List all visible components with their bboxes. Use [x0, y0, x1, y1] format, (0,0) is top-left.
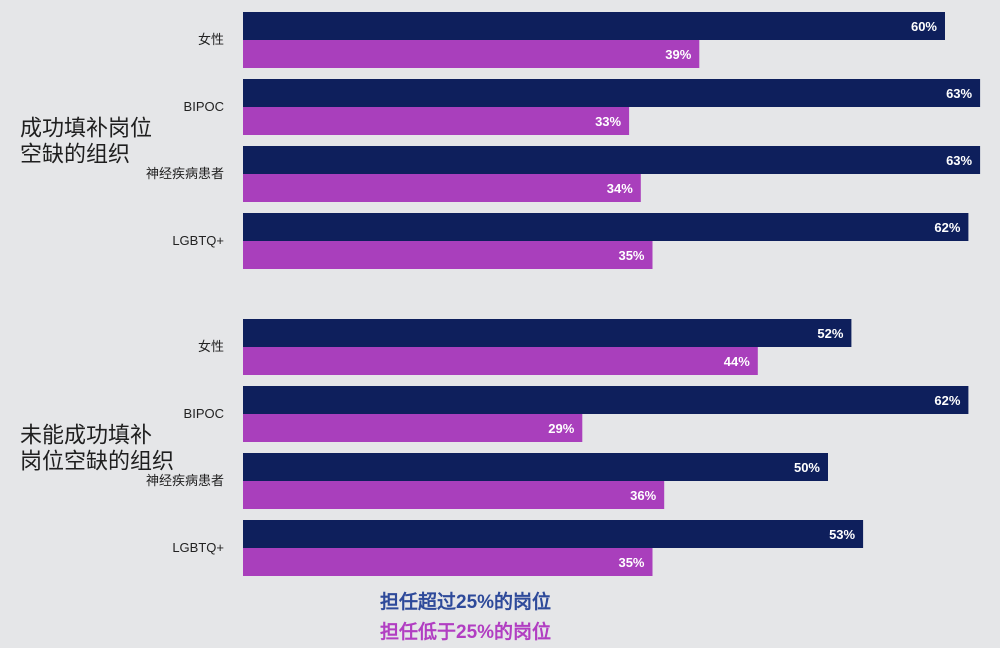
group-title-line: 岗位空缺的组织	[20, 449, 174, 474]
data-label: 63%	[946, 153, 972, 168]
data-label: 35%	[618, 248, 644, 263]
data-label: 50%	[794, 460, 820, 475]
data-label: 62%	[934, 393, 960, 408]
legend: 担任超过25%的岗位 担任低于25%的岗位	[380, 590, 551, 643]
category-label: 女性	[198, 339, 224, 354]
bar-below-25	[243, 347, 758, 375]
bar-below-25	[243, 107, 630, 135]
chart-groups: 成功填补岗位空缺的组织女性60%39%BIPOC63%33%神经疾病患者63%3…	[20, 12, 981, 576]
category-label: BIPOC	[184, 99, 224, 114]
group-title-line: 成功填补岗位	[20, 116, 152, 141]
bar-above-25	[243, 146, 981, 174]
bar-above-25	[243, 319, 852, 347]
data-label: 36%	[630, 488, 656, 503]
bar-above-25	[243, 12, 945, 40]
legend-item-above: 担任超过25%的岗位	[380, 590, 551, 613]
bar-above-25	[243, 213, 969, 241]
bar-above-25	[243, 453, 828, 481]
legend-item-below: 担任低于25%的岗位	[380, 620, 551, 643]
data-label: 34%	[607, 181, 633, 196]
group-title-line: 未能成功填补	[20, 423, 152, 448]
data-label: 29%	[548, 421, 574, 436]
bar-below-25	[243, 414, 583, 442]
category-label: 神经疾病患者	[146, 166, 224, 181]
bar-above-25	[243, 520, 864, 548]
bar-below-25	[243, 241, 653, 269]
bar-above-25	[243, 79, 981, 107]
category-label: LGBTQ+	[172, 233, 224, 248]
category-label: BIPOC	[184, 406, 224, 421]
data-label: 62%	[934, 220, 960, 235]
data-label: 53%	[829, 527, 855, 542]
bar-above-25	[243, 386, 969, 414]
data-label: 39%	[665, 47, 691, 62]
data-label: 35%	[618, 555, 644, 570]
category-label: 女性	[198, 32, 224, 47]
data-label: 52%	[817, 326, 843, 341]
category-label: LGBTQ+	[172, 540, 224, 555]
bar-below-25	[243, 548, 653, 576]
data-label: 44%	[724, 354, 750, 369]
category-label: 神经疾病患者	[146, 473, 224, 488]
data-label: 63%	[946, 86, 972, 101]
bar-below-25	[243, 481, 665, 509]
bar-below-25	[243, 40, 700, 68]
group-title-line: 空缺的组织	[20, 142, 130, 167]
data-label: 60%	[911, 19, 937, 34]
bar-below-25	[243, 174, 641, 202]
data-label: 33%	[595, 114, 621, 129]
